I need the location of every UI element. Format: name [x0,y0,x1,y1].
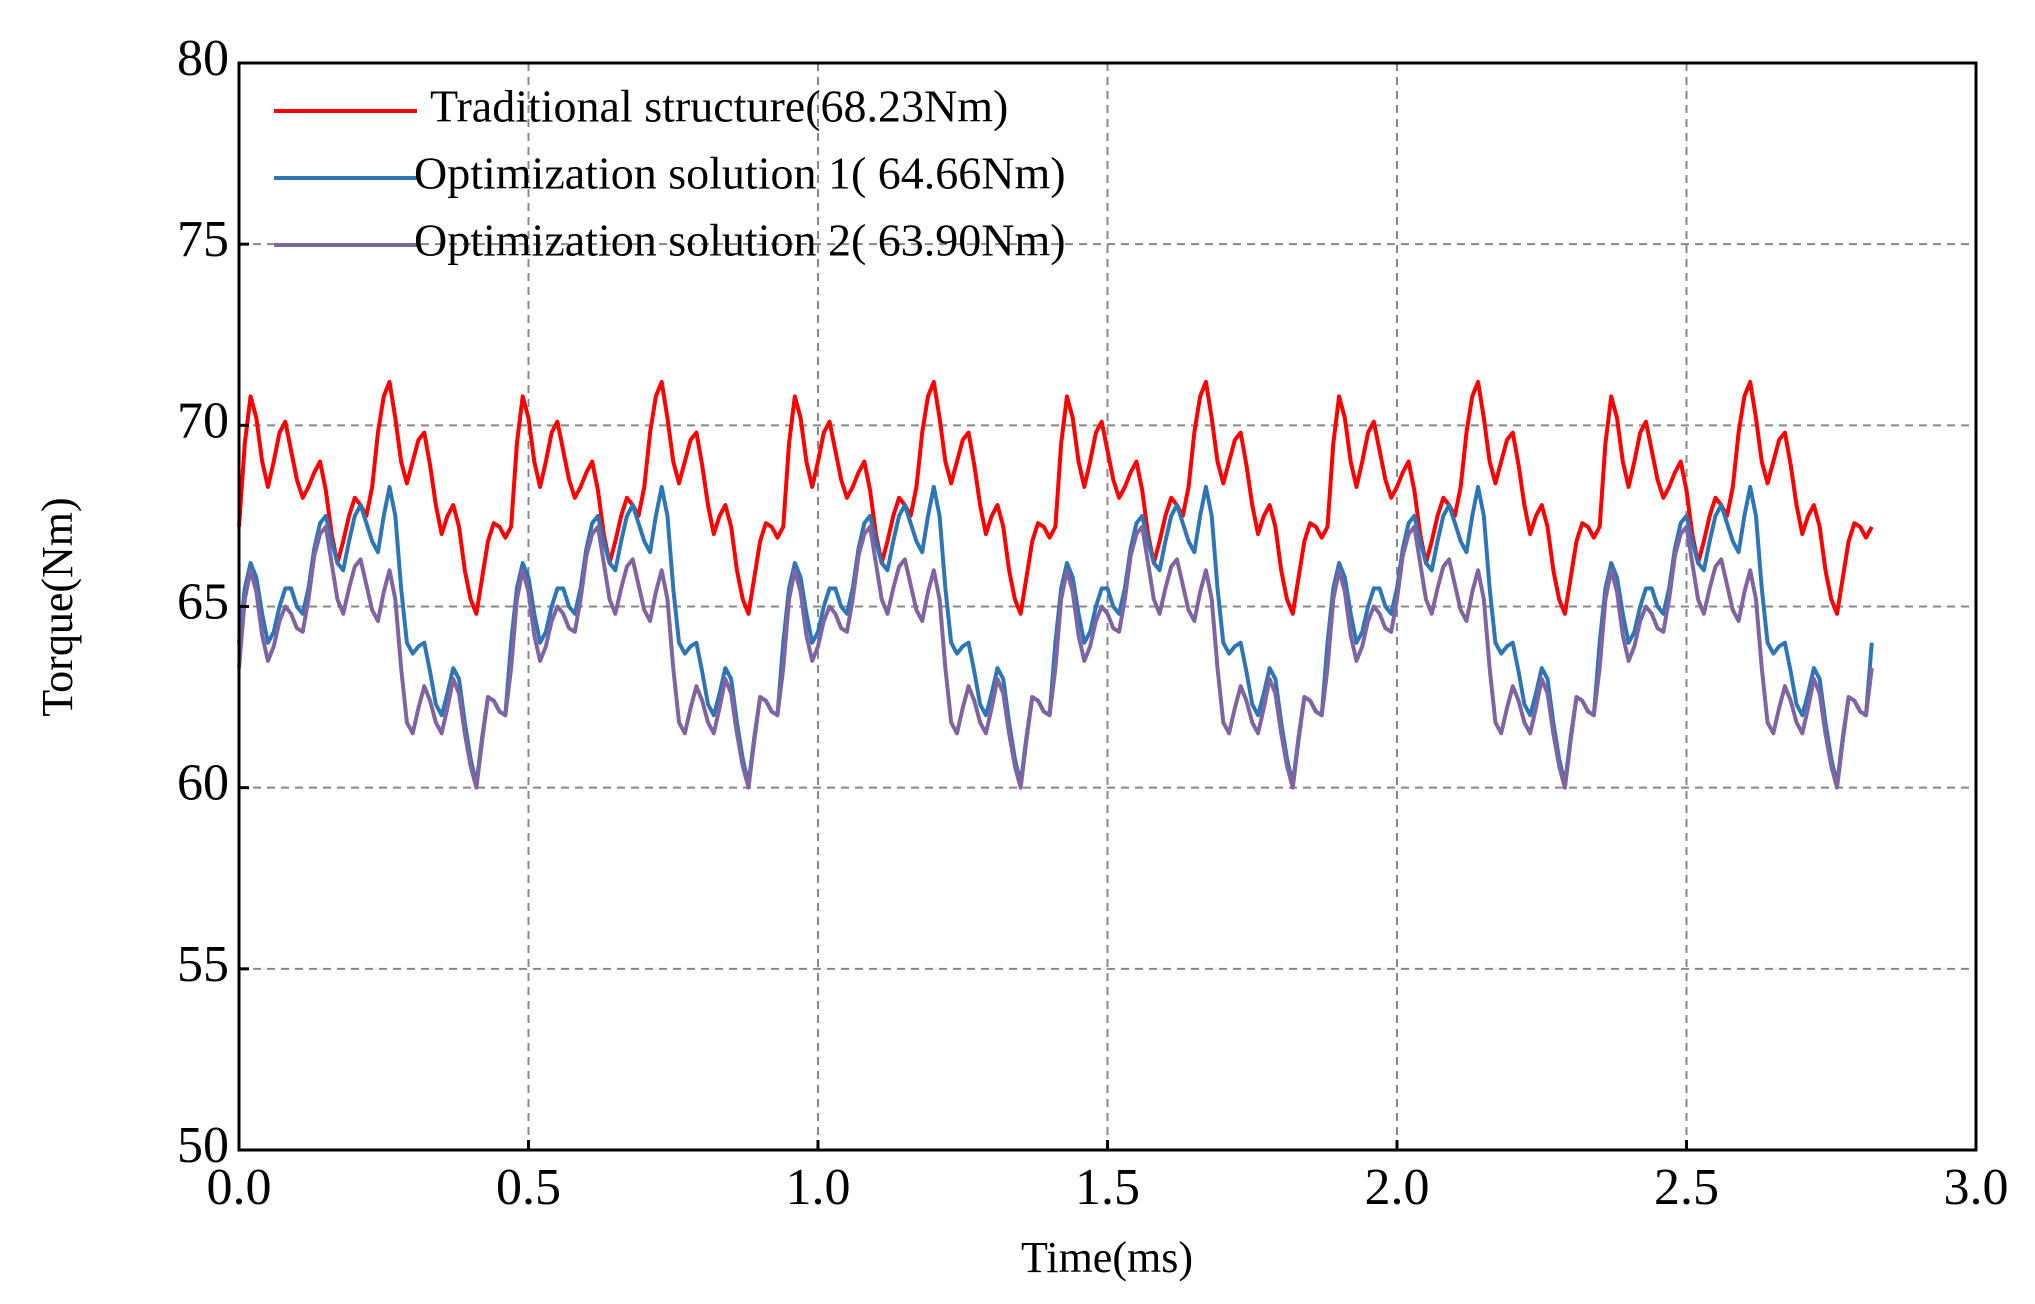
ticks: 0.0 0.5 1.0 1.5 2.0 2.5 3.0 50 55 60 65 70 75 80 [177,30,2009,1216]
y-tick-label: 55 [177,936,229,993]
y-tick-label: 70 [177,392,229,449]
legend-label: Traditional structure(68.23Nm) [430,81,1008,132]
y-tick-label: 80 [177,30,229,87]
series-line [237,379,1874,616]
legend-label: Optimization solution 1( 64.66Nm) [414,148,1066,199]
x-tick-label: 1.0 [786,1159,851,1216]
y-tick-label: 60 [177,755,229,812]
plot-lines [237,379,1874,790]
y-tick-label: 65 [177,573,229,630]
series-line [237,524,1874,790]
x-tick-label: 2.0 [1365,1159,1430,1216]
x-tick-label: 0.0 [207,1159,272,1216]
y-axis-label: Torque(Nm) [33,497,82,716]
y-tick-label: 75 [177,211,229,268]
x-tick-label: 2.5 [1654,1159,1719,1216]
legend-label: Optimization solution 2( 63.90Nm) [414,215,1066,266]
x-tick-label: 3.0 [1944,1159,2009,1216]
series-line [237,484,1874,787]
y-tick-label: 50 [177,1117,229,1174]
x-tick-label: 0.5 [496,1159,561,1216]
x-axis-label: Time(ms) [1021,1233,1193,1282]
x-tick-label: 1.5 [1075,1159,1140,1216]
legend: Traditional structure(68.23Nm) Optimizati… [274,81,1066,266]
